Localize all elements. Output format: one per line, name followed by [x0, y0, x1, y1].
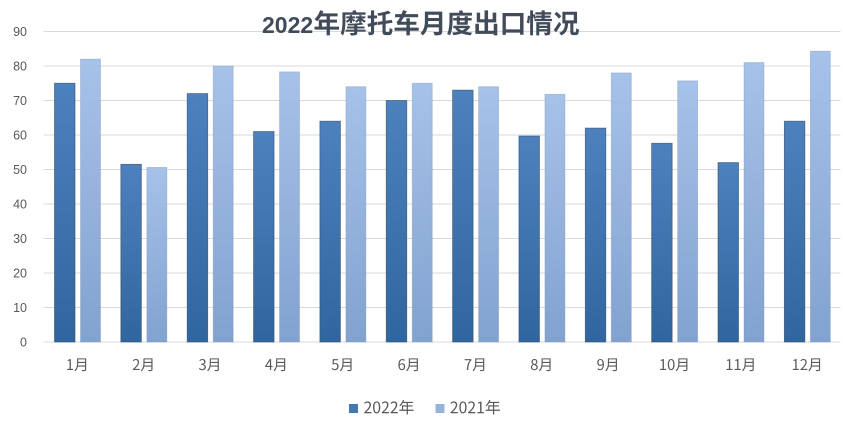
svg-text:10: 10	[13, 301, 27, 315]
svg-text:90: 90	[13, 25, 27, 39]
svg-text:2022: 2022	[262, 12, 313, 38]
svg-text:70: 70	[13, 94, 27, 108]
svg-text:0: 0	[20, 335, 27, 349]
svg-text:50: 50	[13, 163, 27, 177]
svg-text:60: 60	[13, 128, 27, 142]
svg-text:30: 30	[13, 232, 27, 246]
svg-text:20: 20	[13, 266, 27, 280]
svg-text:80: 80	[13, 59, 27, 73]
svg-text:40: 40	[13, 197, 27, 211]
